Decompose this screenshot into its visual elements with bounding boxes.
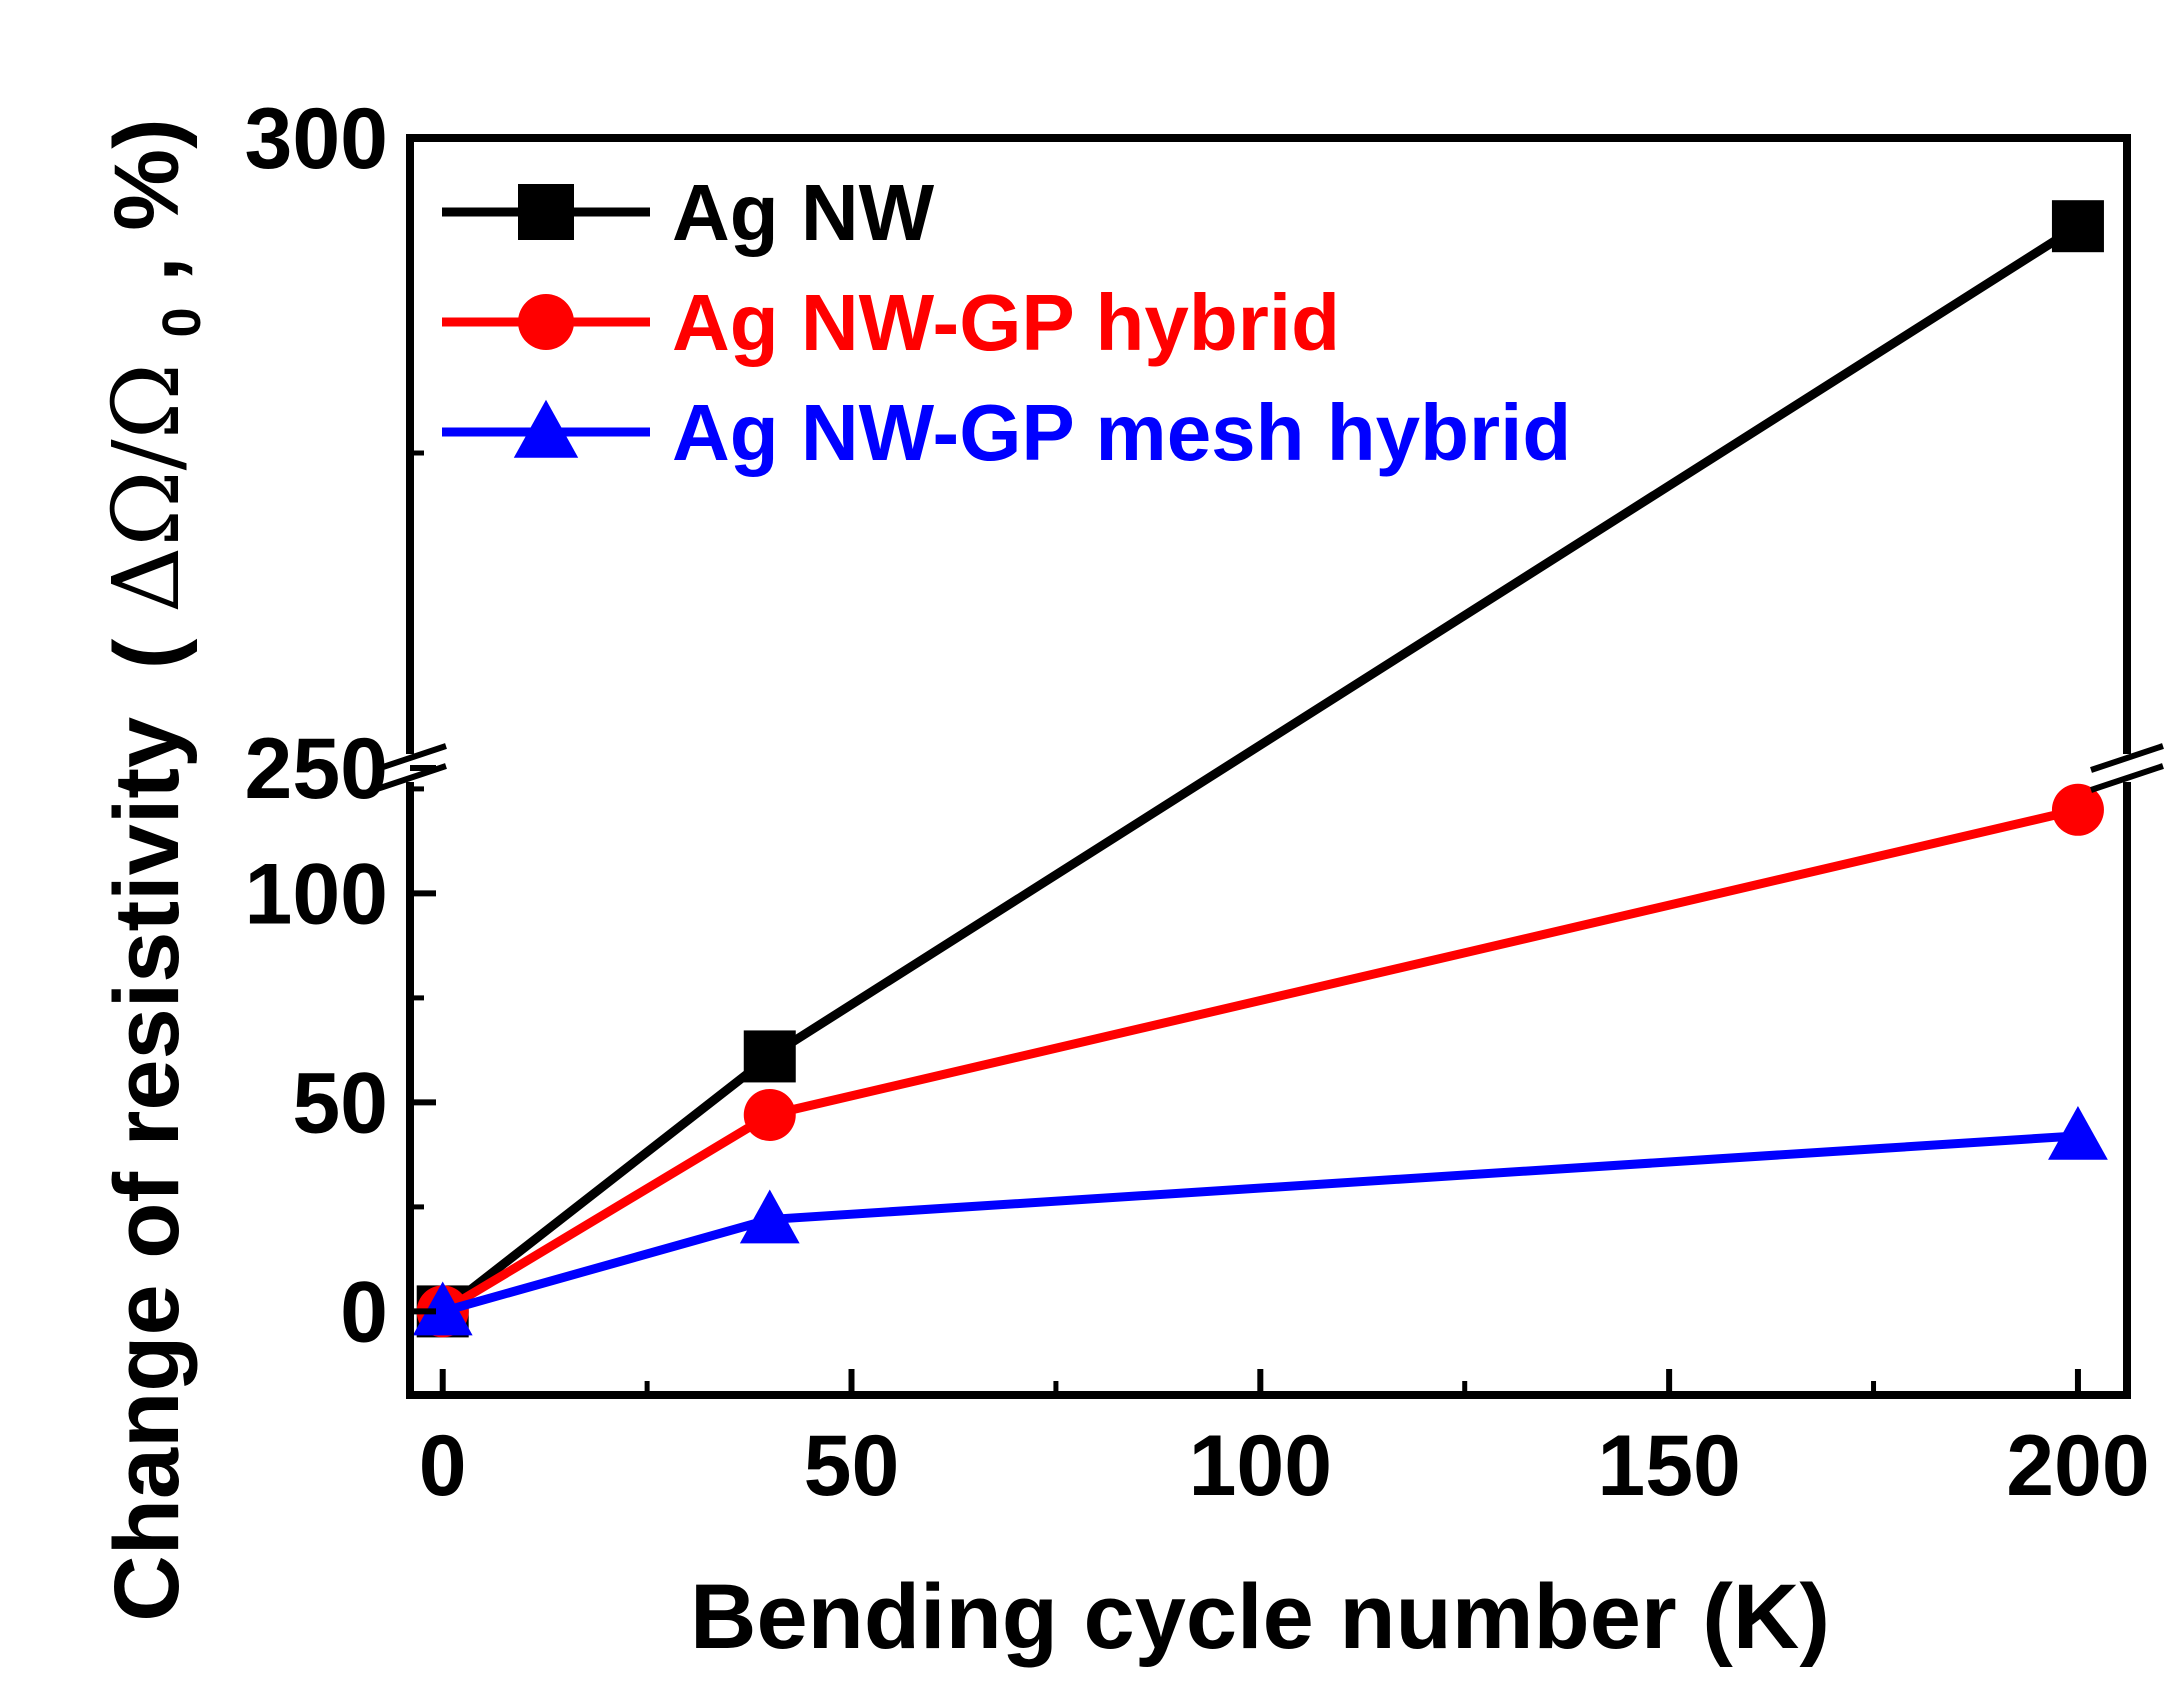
legend-item: Ag NW-GP hybrid bbox=[442, 278, 1340, 367]
legend-label: Ag NW-GP hybrid bbox=[672, 278, 1340, 367]
y-axis-title-units-tail: , %) bbox=[96, 118, 198, 282]
legend-item: Ag NW-GP mesh hybrid bbox=[442, 388, 1571, 477]
legend-label: Ag NW bbox=[672, 168, 935, 257]
y-tick-label: 0 bbox=[340, 1264, 388, 1360]
axis-break-mark bbox=[373, 743, 447, 773]
axis-break-mark bbox=[2090, 763, 2164, 793]
legend-marker bbox=[513, 399, 579, 458]
series-ag-nw bbox=[416, 200, 2104, 1338]
data-point bbox=[2051, 783, 2104, 836]
ticks: 0 50 100 150 200 0 50 100 250 300 bbox=[245, 91, 2150, 1514]
x-axis-title: Bending cycle number (K) bbox=[690, 1566, 1830, 1668]
x-tick-label: 200 bbox=[2006, 1418, 2150, 1514]
y-tick-label: 300 bbox=[245, 91, 389, 187]
legend-marker bbox=[518, 294, 574, 350]
x-tick-label: 50 bbox=[804, 1418, 900, 1514]
y-axis-title-units-symbol: ΔΩ/Ω bbox=[93, 363, 200, 613]
legend-label: Ag NW-GP mesh hybrid bbox=[672, 388, 1571, 477]
legend-item: Ag NW bbox=[442, 168, 935, 257]
y-tick-label: 250 bbox=[245, 721, 389, 817]
x-tick-label: 0 bbox=[419, 1418, 467, 1514]
data-point bbox=[739, 1189, 800, 1244]
data-point bbox=[743, 1088, 796, 1141]
series-ag-nw-gp-hybrid bbox=[416, 783, 2104, 1338]
plot-frame bbox=[373, 134, 2164, 1399]
series-line bbox=[440, 805, 2079, 1316]
y-tick-label: 100 bbox=[245, 846, 389, 942]
series-layer bbox=[412, 200, 2108, 1338]
y-axis-title: Change of resistivity ( ΔΩ/Ω 0 , %) bbox=[93, 118, 220, 1621]
legend-marker bbox=[518, 184, 574, 240]
data-point bbox=[743, 1030, 796, 1083]
x-tick-label: 150 bbox=[1597, 1418, 1741, 1514]
y-axis-title-main: Change of resistivity bbox=[96, 717, 198, 1622]
x-tick-label: 100 bbox=[1189, 1418, 1333, 1514]
data-point bbox=[2048, 1105, 2108, 1160]
svg-text:Change of resistivity (: Change of resistivity ( ΔΩ/Ω 0 , %) bbox=[93, 118, 220, 1621]
legend: Ag NW Ag NW-GP hybrid Ag NW-GP mesh hybrid bbox=[442, 168, 1571, 477]
series-ag-nw-gp-mesh-hybrid bbox=[412, 1105, 2108, 1336]
y-axis-title-units-subscript: 0 bbox=[152, 307, 212, 337]
data-point bbox=[412, 1281, 473, 1336]
axis-break-mark bbox=[2090, 743, 2164, 773]
y-axis-title-units-open: ( bbox=[96, 638, 198, 669]
y-tick-label: 50 bbox=[292, 1055, 388, 1151]
data-point bbox=[2051, 200, 2104, 253]
